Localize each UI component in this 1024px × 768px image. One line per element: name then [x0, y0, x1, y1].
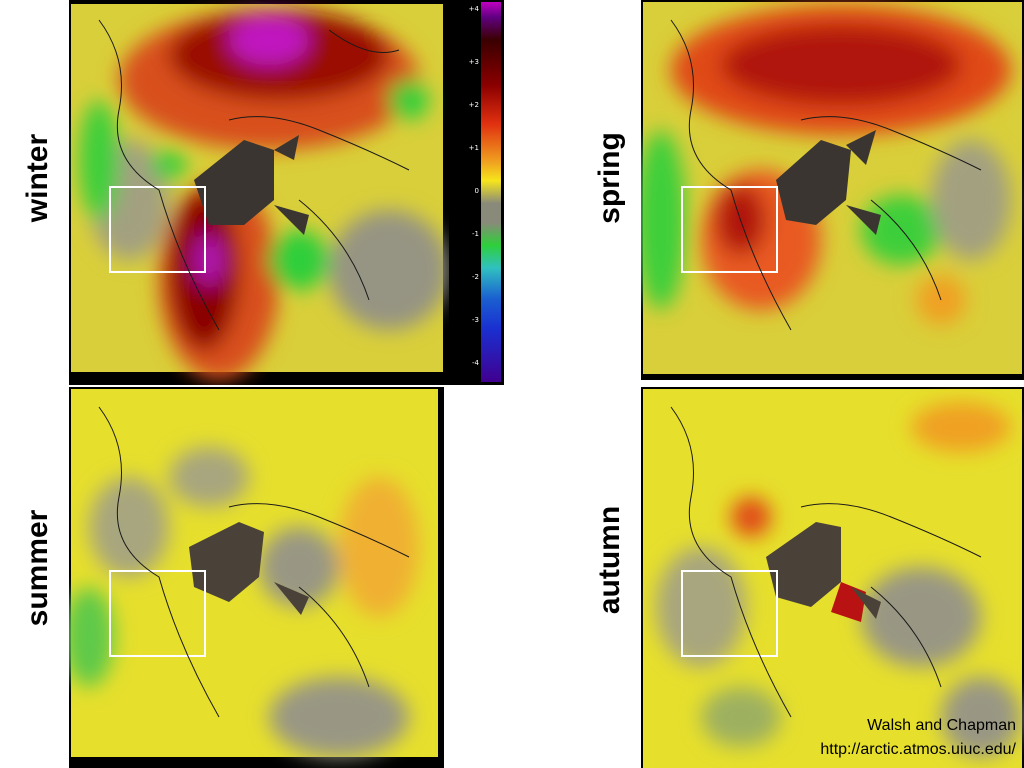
- colorbar-tick: +1: [468, 144, 479, 152]
- colorbar-tick: -4: [472, 359, 479, 367]
- spring-map-panel: [641, 0, 1024, 380]
- colorbar-tick: -3: [472, 316, 479, 324]
- colorbar-tick: -2: [472, 273, 479, 281]
- colorbar: +4 +3 +2 +1 0 -1 -2 -3 -4: [449, 0, 504, 385]
- autumn-map: [643, 389, 1022, 768]
- credit-author: Walsh and Chapman: [867, 717, 1016, 734]
- winter-label: winter: [21, 133, 54, 223]
- colorbar-gradient: [481, 2, 501, 382]
- credit-url[interactable]: http://arctic.atmos.uiuc.edu/: [820, 741, 1016, 758]
- spring-label: spring: [593, 132, 626, 224]
- summer-map-panel: [69, 387, 444, 768]
- summer-label: summer: [21, 509, 54, 627]
- spring-map: [641, 2, 1022, 374]
- autumn-label: autumn: [593, 505, 626, 615]
- winter-map: [71, 4, 449, 380]
- colorbar-tick: +2: [468, 101, 479, 109]
- summer-map: [69, 389, 438, 757]
- colorbar-tick: -1: [472, 230, 479, 238]
- winter-map-panel: [69, 0, 449, 385]
- autumn-map-panel: [641, 387, 1024, 768]
- colorbar-tick: +3: [468, 58, 479, 66]
- colorbar-tick: +4: [468, 5, 479, 13]
- colorbar-tick: 0: [474, 187, 479, 195]
